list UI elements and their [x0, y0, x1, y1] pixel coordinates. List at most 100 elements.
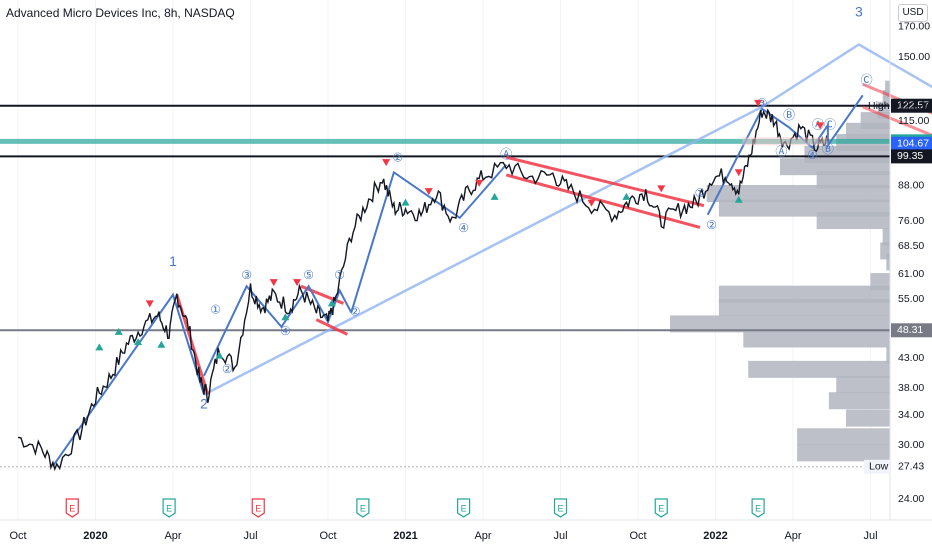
volume-profile-bar: [882, 90, 890, 108]
earnings-letter: E: [255, 503, 261, 513]
wave-label: ②: [706, 218, 717, 232]
buy-signal-marker: [327, 299, 336, 307]
earnings-badge: [751, 498, 765, 518]
earnings-letter: E: [461, 503, 467, 513]
wave-label: Ⓐ: [775, 145, 787, 159]
volume-profile-bar: [797, 444, 890, 462]
earnings-badge: [356, 498, 370, 518]
volume-profile-bar: [816, 211, 890, 229]
sell-signal-marker: [475, 179, 484, 187]
wave-label: ③: [241, 268, 252, 282]
projection-line: [203, 43, 932, 396]
sell-signal-marker: [145, 300, 154, 308]
earnings-badge: [162, 498, 176, 518]
wave-label: Ⓐ: [500, 147, 512, 161]
earnings-marker: E: [65, 498, 79, 518]
channel-line: [505, 155, 705, 208]
price-tick: 170.00: [898, 21, 930, 33]
wave-label: Ⓑ: [783, 108, 795, 122]
time-tick: 2020: [83, 530, 107, 542]
price-tick: 61.00: [898, 268, 924, 280]
earnings-letter: E: [557, 503, 563, 513]
wave-line: [706, 94, 864, 216]
earnings-marker: E: [751, 498, 765, 518]
time-tick: Oct: [319, 530, 336, 542]
earnings-badge: [654, 498, 668, 518]
wave-label: ①: [210, 302, 221, 316]
price-badge-label: 104.67: [897, 138, 929, 150]
price-badge-label: 99.35: [897, 150, 923, 162]
price-badge-label: 122.57: [897, 100, 929, 112]
price-series: [17, 108, 829, 472]
price-tick: 30.00: [898, 439, 924, 451]
wave-label: ②: [392, 151, 403, 165]
sell-signal-marker: [269, 279, 278, 287]
price-badge-label: 48.31: [897, 324, 923, 336]
earnings-badge: [65, 498, 79, 518]
sell-signal-marker: [587, 199, 596, 207]
price-axis: 24.00 30.00 34.00 38.00 43.00 55.00 61.00 68.50…: [898, 21, 930, 505]
earnings-marker: E: [457, 498, 471, 518]
wave-label: ②: [350, 305, 361, 319]
low-label: Low: [869, 461, 889, 473]
price-badge-bg: [891, 98, 932, 113]
currency-button[interactable]: USD: [898, 4, 928, 22]
earnings-marker: E: [251, 498, 265, 518]
time-tick: Apr: [474, 530, 491, 542]
sell-signal-marker: [754, 99, 763, 107]
volume-profile-bar: [780, 158, 890, 176]
wave-line: [350, 163, 508, 313]
time-axis: Oct 2020 Apr Jul Oct 2021 Apr Jul Oct 2022 Apr Jul: [9, 530, 877, 542]
volume-profile-bar: [846, 409, 890, 427]
buy-signal-marker: [134, 338, 143, 346]
earnings-letter: E: [166, 503, 172, 513]
buy-signal-marker: [401, 198, 410, 206]
wave-line: [203, 284, 353, 377]
time-tick: Apr: [784, 530, 801, 542]
earnings-badge: [251, 498, 265, 518]
buy-signal-marker: [95, 343, 104, 351]
earnings-letter: E: [69, 503, 75, 513]
wave-label: ①: [334, 268, 345, 282]
price-tick: 43.00: [898, 352, 924, 364]
volume-profile-bar: [828, 392, 890, 410]
price-tick: 24.00: [898, 493, 924, 505]
earnings-marker: E: [654, 498, 668, 518]
volume-profile-bar: [882, 228, 890, 246]
sell-signal-marker: [657, 185, 666, 193]
channel-line: [315, 318, 349, 336]
wave-label: ⑤: [303, 268, 314, 282]
price-tick: 38.00: [898, 382, 924, 394]
buy-signal-marker: [157, 340, 166, 348]
high-label: High: [868, 100, 890, 112]
volume-profile-bar: [886, 253, 890, 271]
price-badge-bg: [891, 136, 932, 151]
wave-label: ④: [458, 221, 469, 235]
buy-signal-marker: [622, 192, 631, 200]
sell-signal-marker: [382, 159, 391, 167]
buy-signal-marker: [734, 195, 743, 203]
wave-label: 1: [169, 253, 177, 269]
volume-profile-bar: [718, 285, 890, 303]
wave-label: Ⓒ: [861, 73, 873, 87]
wave-label: ①: [695, 186, 706, 200]
low-label-bg: [864, 459, 890, 474]
price-line: [17, 108, 829, 472]
price-tick: 34.00: [898, 409, 924, 421]
wave-label: ④: [280, 324, 291, 338]
price-tick: 88.00: [898, 179, 924, 191]
price-tick: 150.00: [898, 51, 930, 63]
range-highlight: [742, 137, 828, 146]
volume-profile-bar: [706, 185, 890, 203]
time-tick: Apr: [164, 530, 181, 542]
high-value: 122.36: [898, 100, 930, 112]
time-tick: Oct: [629, 530, 646, 542]
time-tick: Jul: [243, 530, 257, 542]
price-badge-bg: [891, 323, 932, 338]
earnings-letter: E: [658, 503, 664, 513]
volume-profile-bar: [886, 346, 890, 364]
wave-label: ④: [807, 148, 818, 162]
